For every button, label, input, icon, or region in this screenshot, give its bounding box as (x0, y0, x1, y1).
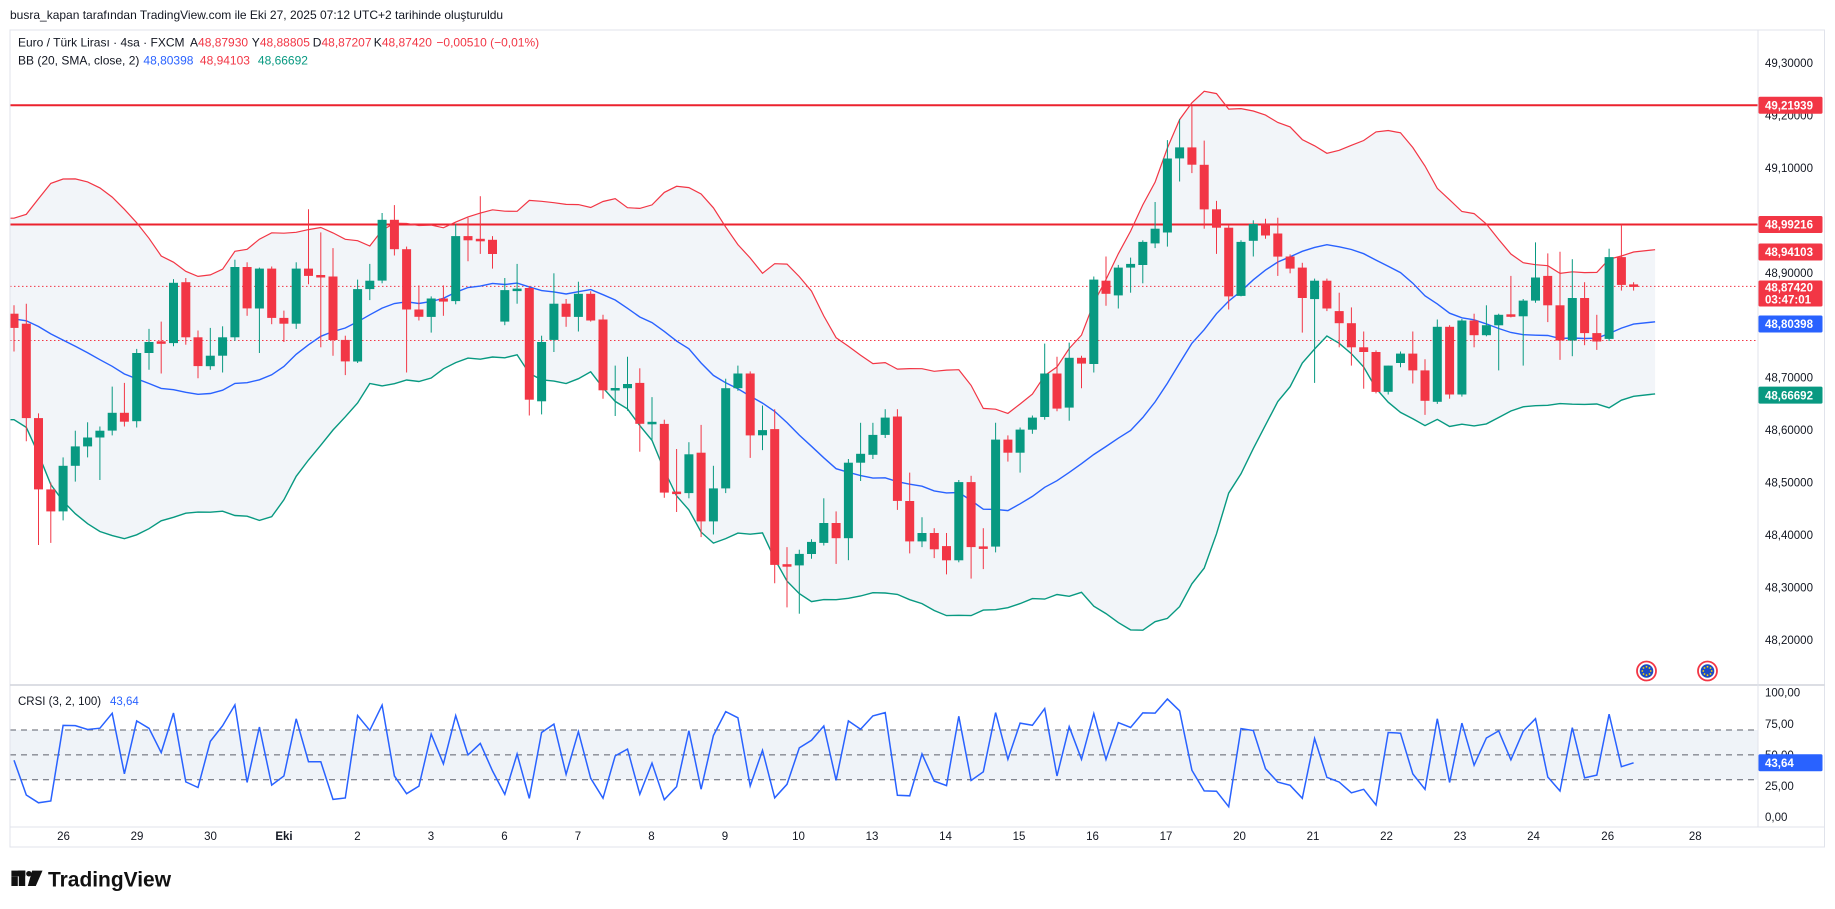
svg-text:−0,00510 (−0,01%): −0,00510 (−0,01%) (436, 36, 539, 50)
svg-text:49,30000: 49,30000 (1765, 58, 1813, 70)
svg-text:30: 30 (204, 831, 217, 843)
svg-text:100,00: 100,00 (1765, 688, 1800, 700)
svg-text:28: 28 (1689, 831, 1702, 843)
svg-text:21: 21 (1307, 831, 1320, 843)
svg-text:17: 17 (1160, 831, 1173, 843)
svg-text:26: 26 (1601, 831, 1614, 843)
svg-text:48,94103: 48,94103 (200, 54, 250, 68)
svg-text:26: 26 (57, 831, 70, 843)
svg-text:Eki: Eki (275, 831, 292, 843)
svg-text:48,87420: 48,87420 (1765, 282, 1813, 294)
svg-text:D48,87207: D48,87207 (313, 36, 372, 50)
svg-text:03:47:01: 03:47:01 (1765, 295, 1812, 307)
svg-text:BB (20, SMA, close, 2): BB (20, SMA, close, 2) (18, 54, 139, 68)
svg-text:48,60000: 48,60000 (1765, 425, 1813, 437)
svg-text:Y48,88805: Y48,88805 (252, 36, 310, 50)
svg-text:48,66692: 48,66692 (258, 54, 308, 68)
svg-text:TradingView: TradingView (48, 867, 171, 891)
svg-text:48,40000: 48,40000 (1765, 530, 1813, 542)
svg-text:20: 20 (1233, 831, 1246, 843)
svg-text:23: 23 (1454, 831, 1467, 843)
svg-text:48,94103: 48,94103 (1765, 247, 1813, 259)
svg-text:25,00: 25,00 (1765, 781, 1794, 793)
svg-text:75,00: 75,00 (1765, 719, 1794, 731)
svg-text:6: 6 (501, 831, 507, 843)
svg-text:CRSI (3, 2, 100): CRSI (3, 2, 100) (18, 696, 101, 708)
svg-text:29: 29 (131, 831, 144, 843)
svg-text:3: 3 (428, 831, 434, 843)
svg-text:14: 14 (939, 831, 952, 843)
svg-text:2: 2 (354, 831, 360, 843)
svg-text:48,30000: 48,30000 (1765, 583, 1813, 595)
svg-text:9: 9 (722, 831, 728, 843)
svg-text:48,80398: 48,80398 (1765, 319, 1814, 331)
svg-text:49,10000: 49,10000 (1765, 163, 1813, 175)
svg-text:13: 13 (866, 831, 879, 843)
svg-text:8: 8 (648, 831, 654, 843)
svg-text:48,50000: 48,50000 (1765, 478, 1813, 490)
svg-text:0,00: 0,00 (1765, 812, 1787, 824)
svg-text:48,90000: 48,90000 (1765, 268, 1813, 280)
svg-text:24: 24 (1527, 831, 1540, 843)
svg-text:K48,87420: K48,87420 (374, 36, 432, 50)
svg-text:48,70000: 48,70000 (1765, 373, 1813, 385)
svg-text:43,64: 43,64 (1765, 758, 1794, 770)
svg-text:10: 10 (792, 831, 805, 843)
svg-text:49,21939: 49,21939 (1765, 101, 1813, 113)
svg-text:48,20000: 48,20000 (1765, 635, 1813, 647)
svg-text:busra_kapan tarafından Trading: busra_kapan tarafından TradingView.com i… (10, 8, 503, 22)
svg-text:15: 15 (1013, 831, 1026, 843)
svg-text:Euro / Türk Lirası · 4sa · FXC: Euro / Türk Lirası · 4sa · FXCM (18, 36, 184, 50)
svg-text:48,99216: 48,99216 (1765, 220, 1813, 232)
svg-text:48,66692: 48,66692 (1765, 390, 1813, 402)
svg-text:7: 7 (575, 831, 581, 843)
svg-text:16: 16 (1086, 831, 1099, 843)
svg-text:A48,87930: A48,87930 (190, 36, 248, 50)
svg-text:48,80398: 48,80398 (143, 54, 193, 68)
svg-text:22: 22 (1380, 831, 1393, 843)
svg-text:43,64: 43,64 (110, 696, 139, 708)
